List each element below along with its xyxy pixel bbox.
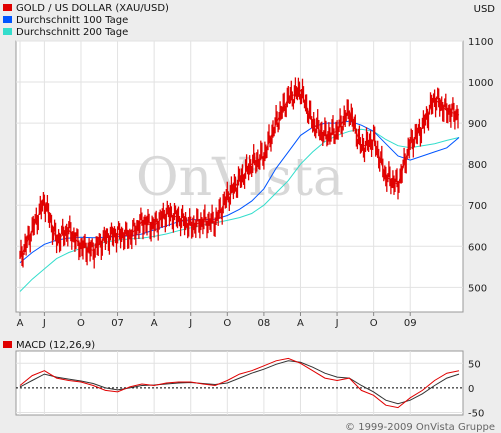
legend-macd: MACD (12,26,9)	[3, 340, 95, 352]
currency-label: USD	[473, 4, 495, 15]
legend-ma100-label: Durchschnitt 100 Tage	[16, 15, 129, 26]
macd-y-tick-label: 0	[468, 384, 474, 395]
x-tick-label: A	[297, 318, 304, 329]
x-tick-label: O	[77, 318, 85, 329]
macd-y-tick-label: -50	[468, 409, 484, 420]
legend-ma200-swatch	[3, 28, 12, 35]
legend-ma200-label: Durchschnitt 200 Tage	[16, 27, 129, 38]
price-y-tick-label: 1000	[468, 78, 493, 89]
x-tick-label: O	[370, 318, 378, 329]
copyright: © 1999-2009 OnVista Gruppe	[345, 422, 495, 433]
legend-gold-label: GOLD / US DOLLAR (XAU/USD)	[16, 3, 169, 14]
legend-gold-swatch	[3, 4, 12, 11]
price-y-tick-label: 1100	[468, 37, 493, 48]
gold-price-line	[19, 89, 460, 259]
price-y-tick-label: 500	[468, 283, 487, 294]
x-tick-label: 09	[404, 318, 417, 329]
legend-macd-swatch	[3, 341, 12, 348]
x-tick-label: J	[42, 318, 46, 329]
price-y-tick-label: 800	[468, 160, 487, 171]
x-tick-label: J	[188, 318, 192, 329]
legend-ma100-swatch	[3, 16, 12, 23]
legend-macd-label: MACD (12,26,9)	[16, 340, 96, 351]
price-y-tick-label: 600	[468, 242, 487, 253]
x-tick-label: J	[335, 318, 339, 329]
x-tick-label: O	[223, 318, 231, 329]
x-tick-label: A	[151, 318, 158, 329]
legend-ma100: Durchschnitt 100 Tage	[3, 15, 128, 27]
macd-signal-line	[19, 360, 460, 405]
macd-line	[19, 357, 460, 409]
legend-gold: GOLD / US DOLLAR (XAU/USD)	[3, 3, 169, 15]
macd-y-tick-label: 50	[468, 359, 481, 370]
price-y-tick-label: 700	[468, 201, 487, 212]
ma100-line	[19, 120, 460, 264]
legend-ma200: Durchschnitt 200 Tage	[3, 27, 128, 39]
price-y-tick-label: 900	[468, 119, 487, 130]
x-tick-label: A	[17, 318, 24, 329]
x-tick-label: 07	[111, 318, 124, 329]
x-tick-label: 08	[258, 318, 271, 329]
